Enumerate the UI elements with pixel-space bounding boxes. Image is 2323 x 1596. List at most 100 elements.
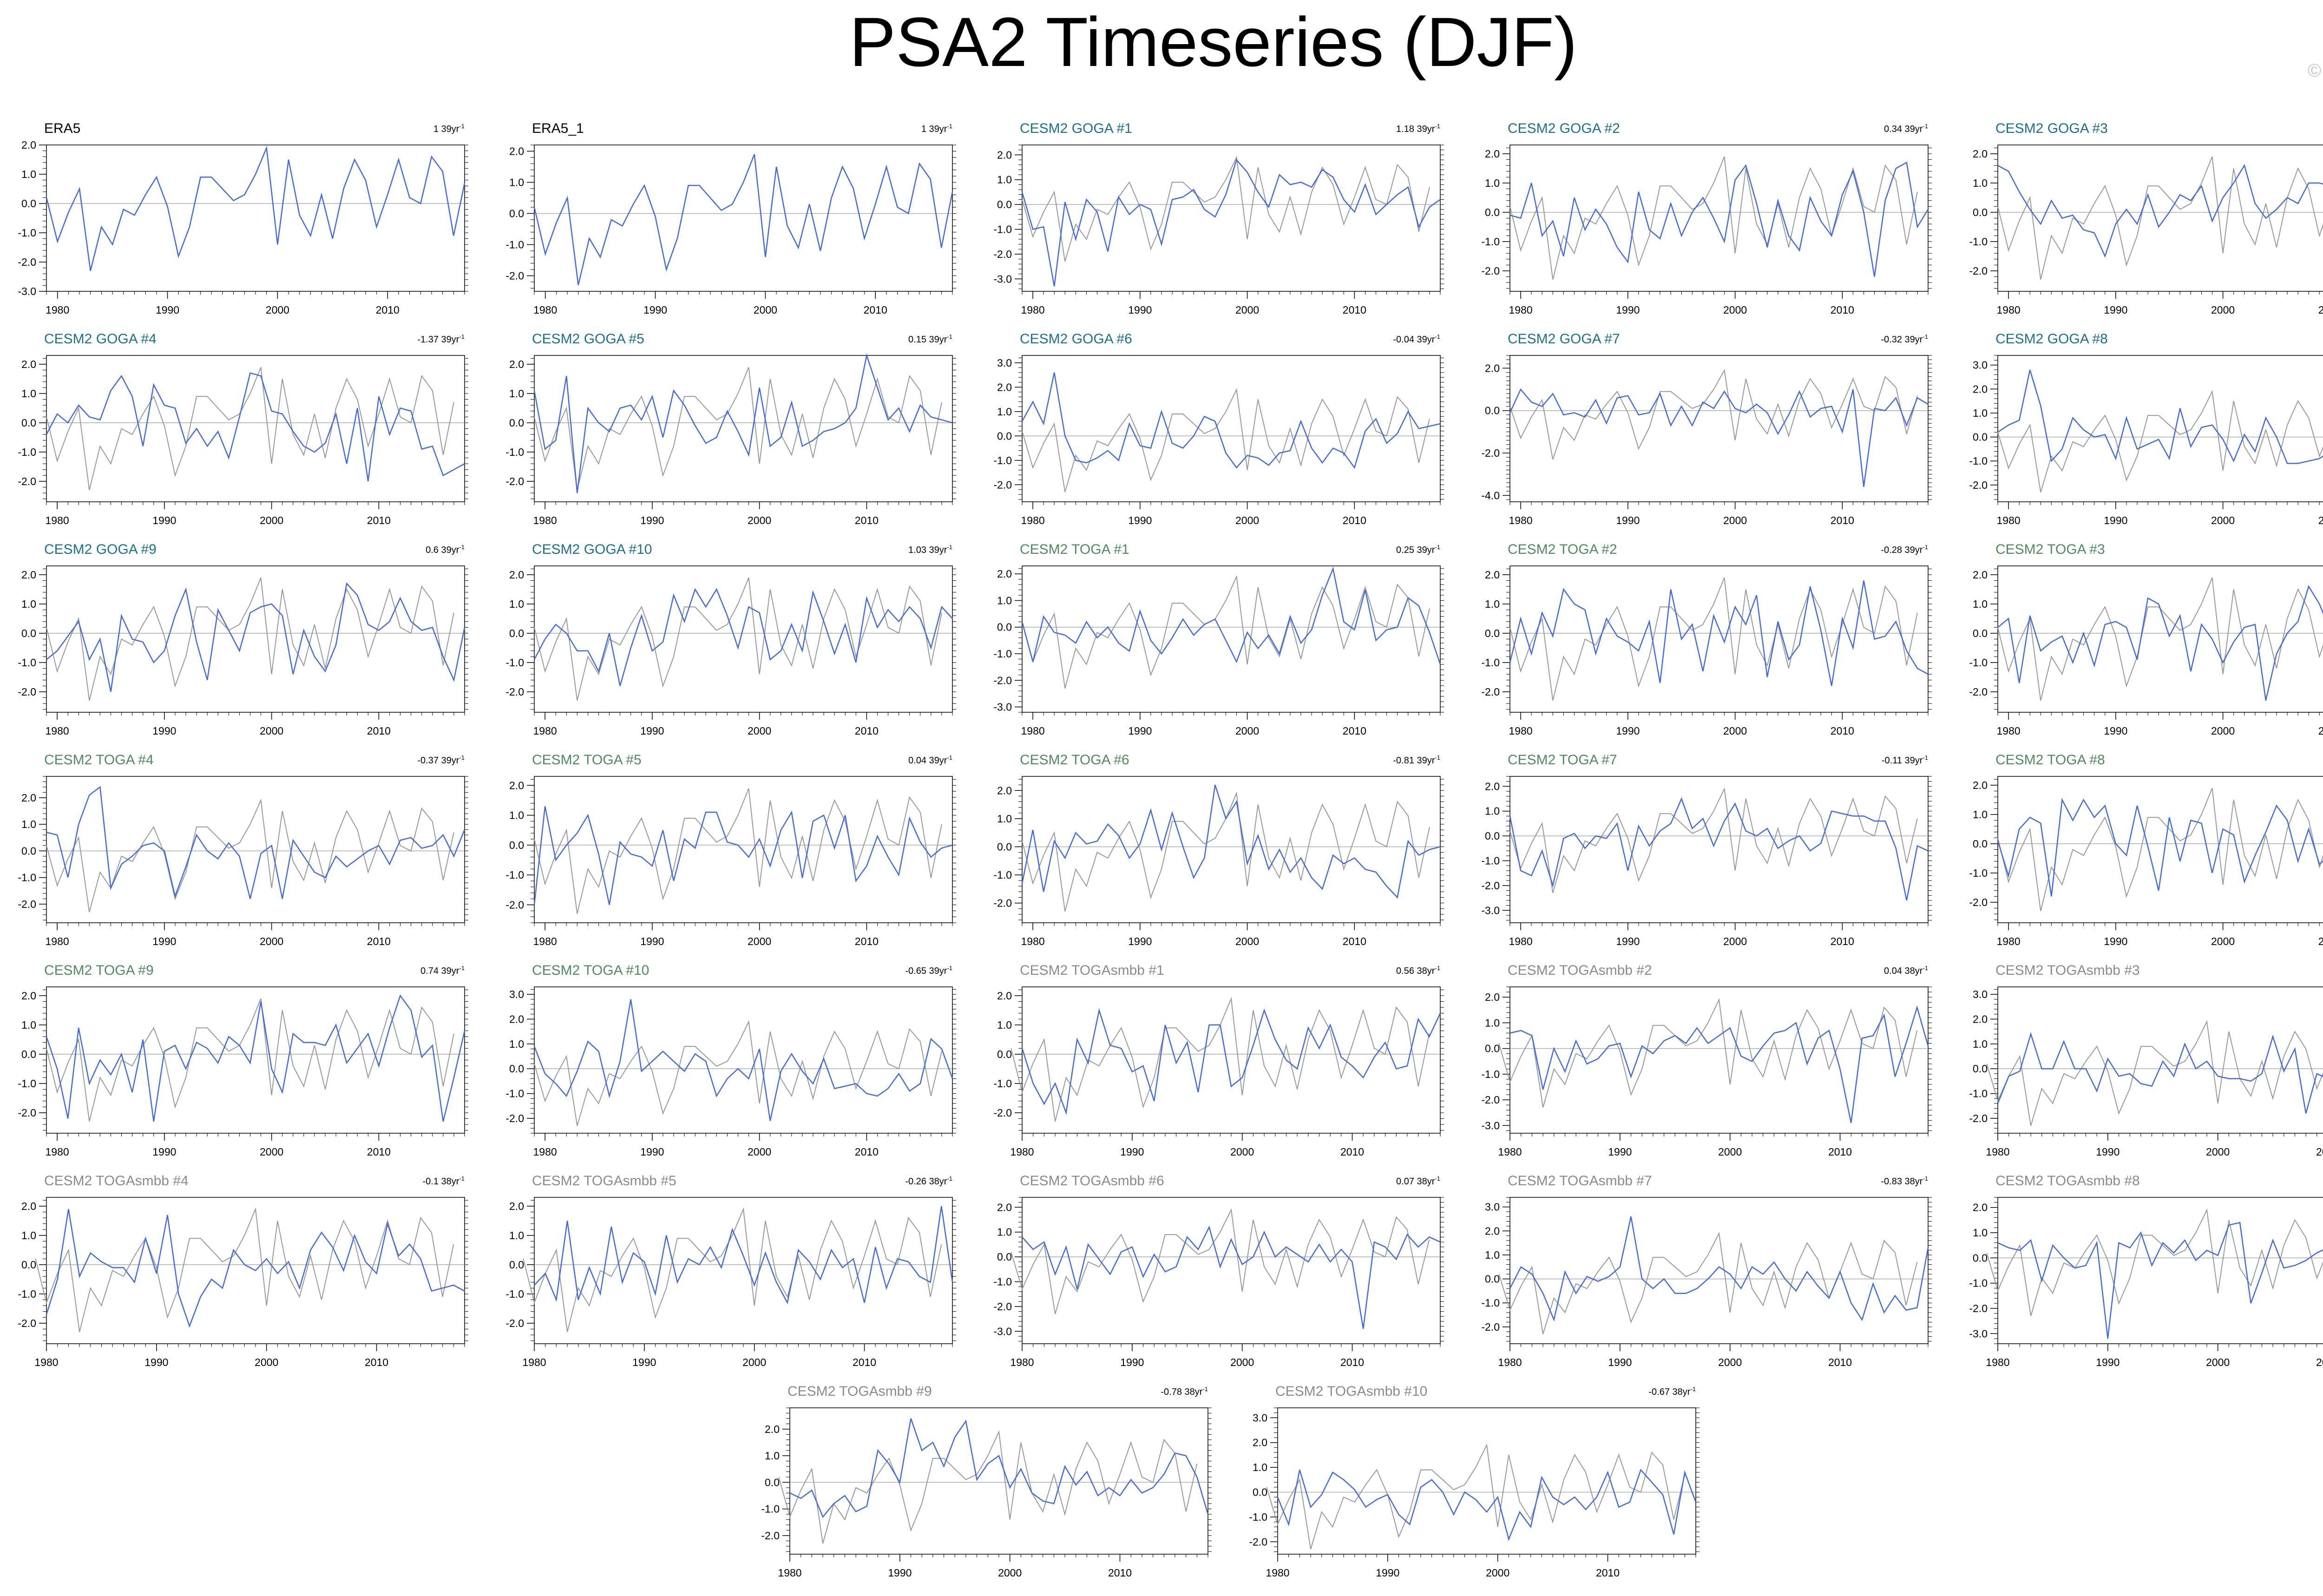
panel-title: CESM2 GOGA #1: [1020, 121, 1132, 136]
panel-title: CESM2 TOGAsmbb #2: [1508, 963, 1652, 978]
x-tick-label: 2010: [855, 514, 879, 526]
y-tick-label: 0.0: [509, 1259, 524, 1271]
member-series-line: [1997, 585, 2323, 701]
plot-frame: [46, 986, 465, 1134]
plot-frame: [1277, 1407, 1696, 1555]
member-series-line: [1509, 580, 1929, 686]
x-tick-label: 1980: [45, 725, 69, 737]
plot-frame: [1022, 986, 1441, 1134]
member-series-line: [533, 154, 953, 285]
x-tick-label: 2000: [260, 725, 283, 737]
y-tick-label: 3.0: [997, 357, 1012, 369]
x-tick-label: 1980: [1996, 304, 2020, 316]
y-tick-label: -1.0: [18, 872, 36, 884]
panel-4: CESM2 GOGA #2 0.34 39yr-1 2.0 1.0 0.0 -1.0 -2.…: [1481, 121, 1932, 316]
panel-7: CESM2 GOGA #5 0.15 39yr-1 2.0 1.0 0.0 -1.0 -2.…: [505, 331, 956, 526]
y-tick-label: -2.0: [505, 899, 524, 911]
y-tick-label: -4.0: [1481, 489, 1500, 501]
reference-series-line: [35, 1207, 454, 1333]
x-tick-label: 1980: [1996, 935, 2020, 947]
y-tick-label: 1.0: [1973, 808, 1988, 821]
x-tick-label: 2010: [2318, 304, 2323, 316]
y-tick-label: 2.0: [997, 1201, 1012, 1213]
panel-15: CESM2 TOGA #30.69 39yr-12.01.00.0-1.0-2.…: [1969, 542, 2323, 737]
y-tick-label: -1.0: [18, 1288, 36, 1300]
x-tick-label: 1980: [1986, 1356, 2009, 1368]
panel-title: CESM2 TOGA #7: [1508, 752, 1617, 768]
member-series-line: [1021, 566, 1441, 665]
y-tick-label: -2.0: [993, 674, 1012, 686]
y-tick-label: -2.0: [1481, 1321, 1500, 1333]
y-tick-label: -1.0: [505, 446, 524, 458]
y-tick-label: -1.0: [1969, 455, 1988, 467]
panel-19: CESM2 TOGA #7 -0.11 39yr-1 2.0 1.0 0.0 -1.0 -2…: [1481, 752, 1932, 947]
y-tick-label: -1.0: [505, 1088, 524, 1100]
y-tick-label: 2.0: [21, 139, 36, 151]
member-series-line: [1509, 797, 1929, 901]
y-tick-label: 3.0: [1973, 359, 1988, 371]
x-tick-label: 2010: [853, 1356, 876, 1368]
y-tick-label: -2.0: [18, 475, 36, 487]
x-tick-label: 2000: [260, 1146, 283, 1158]
x-tick-label: 1980: [1010, 1356, 1034, 1368]
y-tick-label: -2.0: [993, 1107, 1012, 1119]
y-tick-label: 2.0: [509, 569, 524, 581]
x-tick-label: 2010: [367, 725, 391, 737]
trend-label: 0.56 38yr-1: [1396, 965, 1440, 976]
y-tick-label: -2.0: [1481, 880, 1500, 892]
reference-series-line: [1022, 388, 1430, 493]
panel-25: CESM2 TOGAsmbb #3-0.02 38yr-13.02.01.00.…: [1969, 963, 2323, 1158]
x-tick-label: 1990: [1608, 1356, 1632, 1368]
reference-series-line: [1266, 1443, 1686, 1550]
y-tick-label: 2.0: [1485, 1225, 1500, 1237]
y-tick-label: 0.0: [21, 417, 36, 429]
trend-label: 1 39yr-1: [433, 123, 465, 134]
y-tick-label: 1.0: [1253, 1461, 1267, 1473]
y-tick-label: -2.0: [1969, 896, 1988, 908]
y-tick-label: -3.0: [18, 285, 36, 297]
x-tick-label: 1980: [1996, 514, 2020, 526]
y-tick-label: 2.0: [21, 569, 36, 581]
y-tick-label: -1.0: [1481, 236, 1500, 248]
y-tick-label: 1.0: [997, 406, 1012, 418]
y-tick-label: 0.0: [1973, 627, 1988, 639]
member-series-line: [1022, 1225, 1441, 1329]
y-tick-label: 3.0: [1973, 988, 1988, 1000]
x-tick-label: 2000: [255, 1356, 278, 1368]
plot-frame: [1022, 565, 1441, 713]
panel-26: CESM2 TOGAsmbb #4 -0.1 38yr-1 2.0 1.0 0.0 -1.…: [18, 1173, 468, 1368]
reference-series-line: [46, 798, 454, 913]
y-tick-label: 1.0: [1485, 598, 1500, 610]
y-tick-label: -1.0: [993, 223, 1012, 236]
trend-label: -1.37 39yr-1: [417, 333, 465, 345]
plot-frame: [1022, 355, 1441, 502]
y-tick-label: 2.0: [997, 784, 1012, 796]
y-tick-label: 2.0: [997, 149, 1012, 161]
member-series-line: [46, 786, 466, 899]
x-tick-label: 1990: [640, 1146, 664, 1158]
x-tick-label: 1980: [1498, 1146, 1522, 1158]
trend-label: -0.1 38yr-1: [423, 1175, 465, 1187]
x-tick-label: 2000: [2206, 1146, 2230, 1158]
reference-series-line: [1509, 787, 1918, 893]
reference-series-line: [46, 998, 454, 1122]
y-tick-label: 0.0: [1973, 1252, 1988, 1264]
x-tick-label: 1980: [533, 304, 557, 316]
panel-32: CESM2 TOGAsmbb #10 -0.67 38yr-1 3.0 2.0 1.0 0…: [1249, 1384, 1700, 1579]
member-series-line: [46, 145, 466, 271]
x-tick-label: 2000: [2211, 725, 2235, 737]
x-tick-label: 2010: [2316, 1146, 2323, 1158]
y-tick-label: 3.0: [1485, 1201, 1500, 1213]
x-tick-label: 1980: [1021, 514, 1044, 526]
watermark-label: © CVDP-LE: [2307, 60, 2323, 81]
panel-12: CESM2 GOGA #10 1.03 39yr-1 2.0 1.0 0.0 -1.0 -2…: [505, 542, 956, 737]
x-tick-label: 2000: [748, 725, 771, 737]
member-series-line: [1997, 1222, 2323, 1339]
y-tick-label: -1.0: [1481, 1068, 1500, 1080]
member-series-line: [46, 372, 465, 482]
y-tick-label: -2.0: [505, 686, 524, 698]
y-tick-label: 2.0: [21, 792, 36, 804]
y-tick-label: 0.0: [997, 621, 1012, 633]
x-tick-label: 1980: [1498, 1356, 1522, 1368]
reference-series-line: [1022, 791, 1430, 912]
